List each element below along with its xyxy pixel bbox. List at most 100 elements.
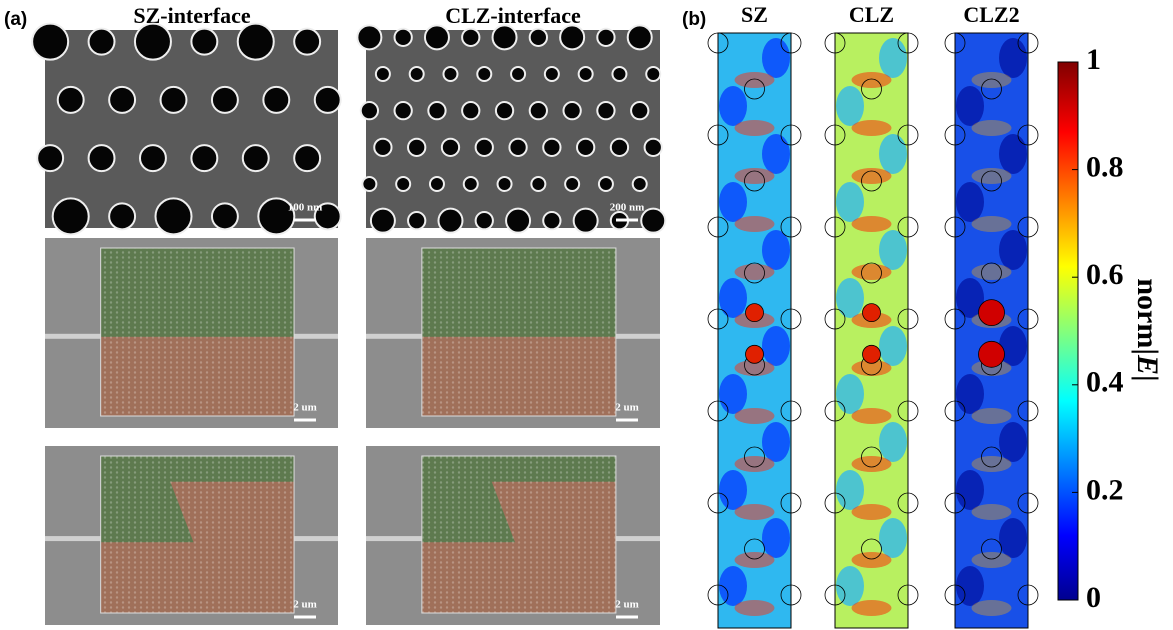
field-blob bbox=[879, 326, 907, 366]
field-blob bbox=[972, 408, 1012, 424]
field-blob bbox=[762, 518, 790, 558]
field-blob bbox=[972, 552, 1012, 568]
field-blob bbox=[762, 38, 790, 78]
hole bbox=[408, 212, 425, 229]
field-blob bbox=[836, 278, 864, 318]
hole bbox=[430, 177, 444, 191]
hole bbox=[109, 87, 135, 113]
field-blob bbox=[836, 374, 864, 414]
hole bbox=[357, 25, 381, 49]
field-blob bbox=[999, 422, 1027, 462]
field-blob bbox=[735, 600, 775, 616]
field-blob bbox=[762, 422, 790, 462]
hole bbox=[89, 29, 115, 55]
scale-label: 2 um bbox=[293, 599, 317, 611]
hole bbox=[628, 25, 652, 49]
field-blob bbox=[836, 182, 864, 222]
field-blob bbox=[999, 38, 1027, 78]
hole bbox=[395, 102, 412, 119]
hole bbox=[633, 177, 647, 191]
hole bbox=[376, 67, 390, 81]
colorbar-tick-label: 0.8 bbox=[1086, 150, 1124, 183]
scale-label: 2 um bbox=[615, 402, 639, 414]
hole bbox=[32, 24, 68, 60]
map-title: CLZ bbox=[849, 2, 894, 27]
field-blob bbox=[956, 374, 984, 414]
field-blob bbox=[972, 504, 1012, 520]
hole bbox=[646, 67, 660, 81]
hole bbox=[315, 87, 341, 113]
hole bbox=[109, 203, 135, 229]
field-blob bbox=[852, 168, 892, 184]
hole bbox=[156, 198, 192, 234]
panel-label: (a) bbox=[4, 9, 27, 30]
field-blob bbox=[836, 86, 864, 126]
field-blob bbox=[972, 456, 1012, 472]
field-blob bbox=[879, 38, 907, 78]
hole bbox=[476, 212, 493, 229]
hot-spot bbox=[863, 304, 881, 322]
colorbar-tick-label: 0.2 bbox=[1086, 473, 1124, 506]
hole bbox=[438, 209, 462, 233]
hole bbox=[545, 67, 559, 81]
hole bbox=[37, 145, 63, 171]
hole bbox=[361, 102, 378, 119]
hole bbox=[511, 67, 525, 81]
field-blob bbox=[972, 216, 1012, 232]
hole bbox=[443, 67, 457, 81]
field-blob bbox=[719, 182, 747, 222]
field-blob bbox=[852, 120, 892, 136]
hole bbox=[645, 139, 662, 156]
hole bbox=[597, 102, 614, 119]
hole bbox=[374, 139, 391, 156]
field-blob bbox=[735, 504, 775, 520]
hole bbox=[395, 29, 412, 46]
hot-spot bbox=[979, 341, 1005, 367]
hole bbox=[543, 139, 560, 156]
field-blob bbox=[999, 134, 1027, 174]
hole bbox=[509, 139, 526, 156]
hole bbox=[579, 67, 593, 81]
hole-texture bbox=[422, 456, 616, 613]
field-blob bbox=[719, 278, 747, 318]
hole bbox=[543, 212, 560, 229]
scale-label: 200 nm bbox=[610, 202, 645, 214]
hole bbox=[641, 209, 665, 233]
hole bbox=[371, 209, 395, 233]
hole bbox=[599, 177, 613, 191]
scale-label: 2 um bbox=[293, 402, 317, 414]
field-blob bbox=[879, 518, 907, 558]
field-blob bbox=[735, 456, 775, 472]
hole-texture bbox=[101, 456, 294, 613]
hole bbox=[477, 67, 491, 81]
hole bbox=[294, 145, 320, 171]
hole bbox=[574, 209, 598, 233]
hole bbox=[498, 177, 512, 191]
hole bbox=[238, 24, 274, 60]
field-blob bbox=[735, 552, 775, 568]
field-blob bbox=[852, 216, 892, 232]
sem-image bbox=[366, 30, 660, 228]
colorbar-tick-label: 0.6 bbox=[1086, 258, 1124, 291]
field-blob bbox=[972, 72, 1012, 88]
hole bbox=[631, 102, 648, 119]
hole bbox=[531, 177, 545, 191]
hole bbox=[161, 87, 187, 113]
hole bbox=[462, 29, 479, 46]
colorbar-tick-label: 0 bbox=[1086, 581, 1101, 614]
hole-texture bbox=[422, 248, 616, 416]
figure: (a) SZ-interface CLZ-interface (b) 100 n… bbox=[0, 0, 1173, 630]
hole bbox=[425, 25, 449, 49]
field-blob bbox=[852, 456, 892, 472]
column-title: CLZ-interface bbox=[445, 3, 581, 28]
hole bbox=[428, 102, 445, 119]
hole bbox=[53, 198, 89, 234]
hole bbox=[135, 24, 171, 60]
scale-label: 100 nm bbox=[288, 202, 323, 214]
field-blob bbox=[852, 600, 892, 616]
hole bbox=[496, 102, 513, 119]
field-blob bbox=[735, 264, 775, 280]
hole bbox=[442, 139, 459, 156]
hole bbox=[212, 203, 238, 229]
